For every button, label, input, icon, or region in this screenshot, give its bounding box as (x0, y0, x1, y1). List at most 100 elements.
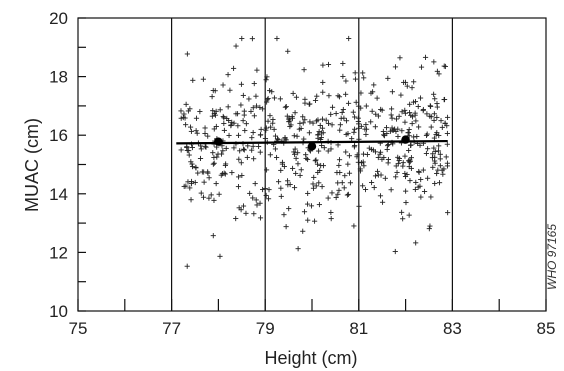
data-point (203, 144, 209, 150)
data-point (262, 135, 269, 142)
mean-line-group (176, 135, 448, 151)
data-point (341, 115, 347, 121)
data-point (363, 122, 369, 128)
data-point (238, 160, 244, 166)
data-point (343, 91, 349, 97)
data-point (396, 157, 402, 164)
data-point (272, 133, 279, 139)
data-point (210, 150, 216, 156)
data-point (231, 120, 237, 126)
data-point (444, 160, 451, 166)
data-point (250, 195, 256, 201)
data-point (226, 132, 232, 139)
data-point (316, 180, 322, 186)
data-point (336, 157, 343, 163)
data-point (186, 152, 192, 158)
data-point (427, 103, 433, 109)
data-point (263, 167, 270, 173)
data-point (220, 148, 226, 154)
data-point (409, 121, 415, 127)
data-point (370, 147, 376, 153)
data-point (441, 96, 447, 103)
data-point (408, 112, 414, 118)
data-point (372, 124, 378, 130)
data-point (252, 181, 258, 187)
data-point (292, 110, 298, 116)
data-point (413, 179, 419, 186)
data-point (381, 133, 388, 139)
data-point (233, 43, 239, 49)
data-point (237, 148, 243, 154)
data-point (212, 112, 219, 118)
data-point (183, 122, 189, 128)
data-point (200, 194, 207, 200)
data-point (295, 161, 301, 167)
data-point (418, 194, 424, 200)
data-point (183, 101, 189, 107)
data-point (227, 87, 233, 93)
data-point (234, 111, 241, 117)
data-point (351, 129, 357, 135)
data-point (312, 158, 318, 164)
data-point (389, 125, 395, 131)
data-point (437, 163, 443, 169)
data-point (312, 97, 319, 104)
data-point (352, 142, 358, 149)
data-point (257, 200, 263, 206)
data-point (181, 111, 187, 117)
data-point (436, 132, 442, 139)
data-point (257, 149, 263, 155)
data-point (358, 123, 364, 129)
data-point (431, 145, 437, 151)
data-point (432, 148, 438, 155)
data-point (264, 99, 270, 105)
data-point (345, 191, 351, 197)
data-point (424, 131, 430, 137)
data-point (265, 196, 272, 202)
data-point (217, 253, 223, 259)
data-point (335, 93, 341, 99)
data-point (278, 185, 284, 191)
data-point (345, 100, 352, 106)
data-point (221, 127, 227, 134)
data-point (442, 63, 448, 70)
data-point (335, 142, 341, 148)
data-point (251, 80, 257, 87)
data-point (326, 93, 332, 99)
x-tick-label: 75 (69, 319, 88, 338)
data-point (192, 179, 198, 186)
data-point (399, 209, 405, 215)
data-point (443, 154, 449, 160)
data-point (320, 163, 327, 169)
data-point (380, 128, 386, 135)
data-point (313, 157, 319, 163)
data-point (243, 121, 249, 127)
data-point (343, 118, 350, 124)
data-point (315, 132, 321, 138)
data-point (370, 89, 376, 95)
data-point (412, 110, 418, 116)
data-point (336, 162, 342, 169)
data-point (289, 113, 295, 120)
data-point (421, 188, 428, 195)
data-point (344, 192, 350, 198)
y-tick-labels: 10 12 14 16 18 20 (49, 9, 68, 321)
data-point (289, 165, 296, 172)
data-point (399, 128, 405, 134)
data-point (388, 106, 395, 112)
y-tick-label: 18 (49, 68, 68, 87)
data-point (210, 108, 216, 114)
data-point (404, 171, 410, 178)
data-point (352, 70, 358, 76)
data-point (339, 180, 345, 186)
data-point (343, 78, 349, 84)
data-point (282, 136, 288, 142)
data-point (444, 123, 450, 129)
data-point (352, 76, 359, 82)
data-point (314, 161, 321, 167)
data-point (413, 240, 419, 246)
watermark-code: WHO 97165 (545, 224, 559, 290)
data-point (291, 149, 297, 155)
data-point (387, 128, 394, 134)
